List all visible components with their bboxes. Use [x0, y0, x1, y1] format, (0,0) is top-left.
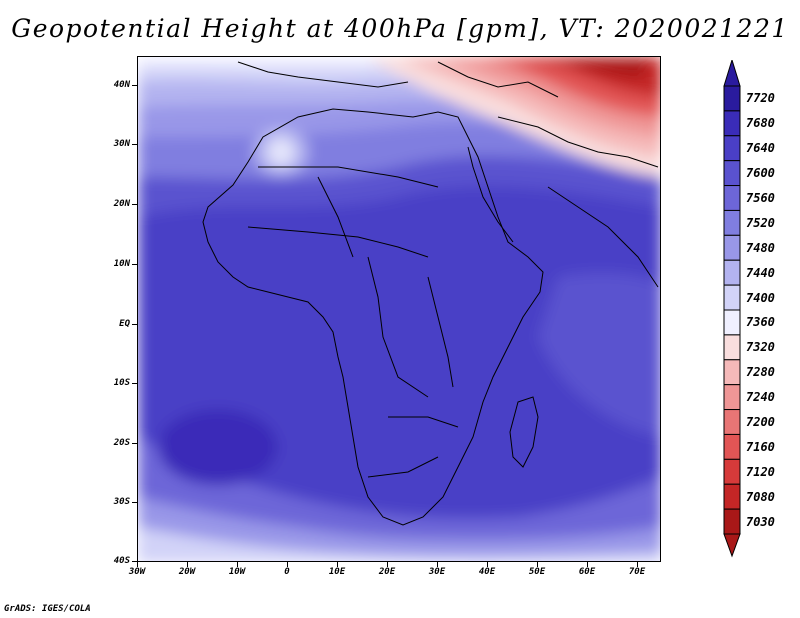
lon-tick: [437, 562, 438, 567]
lon-label-30w: 30W: [128, 567, 146, 577]
colorbar-box: [723, 334, 741, 361]
colorbar-bottom-arrow: [723, 533, 741, 558]
height-field-map: [138, 57, 660, 561]
colorbar-box: [723, 135, 741, 162]
colorbar-label: 7160: [746, 439, 775, 454]
colorbar-label: 7200: [746, 415, 775, 429]
lat-tick: [132, 443, 137, 444]
lon-label-30e: 30E: [428, 567, 446, 577]
lat-tick: [132, 383, 137, 384]
colorbar-label: 7680: [746, 116, 775, 131]
colorbar-label: 7030: [746, 514, 775, 529]
grads-credit: GrADS: IGES/COLA: [4, 604, 91, 614]
colorbar-label: 7360: [746, 315, 775, 330]
lon-tick: [537, 562, 538, 567]
colorbar-label: 7280: [746, 365, 775, 380]
colorbar-label: 7480: [746, 240, 775, 255]
lat-label-20s: 20S: [113, 438, 130, 448]
lat-label-40s: 40S: [113, 556, 130, 566]
lat-label-30s: 30S: [113, 497, 130, 507]
lon-label-50e: 50E: [528, 567, 546, 577]
colorbar-label: 7120: [746, 464, 775, 479]
colorbar-box: [723, 234, 741, 261]
colorbar-label: 7560: [746, 191, 775, 205]
map-title: Geopotential Height at 400hPa [gpm], VT:…: [11, 14, 789, 43]
lon-tick: [187, 562, 188, 567]
colorbar-box: [723, 309, 741, 336]
colorbar-label: 7080: [746, 489, 775, 504]
lon-label-10w: 10W: [228, 567, 246, 577]
coastlines: [202, 61, 659, 526]
colorbar-label: 7520: [746, 215, 775, 230]
lon-label-0: 0: [284, 567, 290, 577]
lat-tick: [132, 144, 137, 145]
colorbar-box: [723, 160, 741, 187]
colorbar-label: 7440: [746, 265, 775, 280]
colorbar-box: [723, 209, 741, 236]
lat-label-20n: 20N: [113, 199, 130, 209]
lon-label-10e: 10E: [328, 567, 346, 577]
colorbar-top-arrow: [723, 60, 741, 87]
lon-tick: [337, 562, 338, 567]
colorbar-label: 7400: [746, 290, 775, 305]
map-panel: [137, 56, 661, 562]
lon-label-20w: 20W: [178, 567, 196, 577]
lon-label-60e: 60E: [578, 567, 596, 577]
colorbar-label: 7240: [746, 390, 775, 405]
lat-tick: [132, 502, 137, 503]
colorbar-box: [723, 110, 741, 137]
colorbar-box: [723, 85, 741, 112]
lon-tick: [137, 562, 138, 567]
lat-label-eq: EQ: [119, 319, 130, 329]
lon-tick: [237, 562, 238, 567]
lon-tick: [637, 562, 638, 567]
colorbar-box: [723, 458, 741, 485]
colorbar-label: 7640: [746, 141, 775, 156]
lon-tick: [587, 562, 588, 567]
lat-tick: [132, 204, 137, 205]
lon-tick: [287, 562, 288, 567]
lon-label-40e: 40E: [478, 567, 496, 577]
colorbar-box: [723, 284, 741, 311]
colorbar-box: [723, 508, 741, 535]
lat-tick: [132, 264, 137, 265]
colorbar-label: 7600: [746, 166, 775, 181]
colorbar-box: [723, 433, 741, 460]
colorbar-box: [723, 384, 741, 411]
colorbar-box: [723, 359, 741, 386]
lon-label-20e: 20E: [378, 567, 396, 577]
lon-label-70e: 70E: [628, 567, 646, 577]
lat-label-40n: 40N: [113, 80, 130, 90]
lat-tick: [132, 85, 137, 86]
colorbar-box: [723, 259, 741, 286]
colorbar: [723, 60, 741, 558]
shaded-field: [138, 57, 660, 561]
colorbar-box: [723, 409, 741, 435]
lat-label-30n: 30N: [113, 139, 130, 149]
lat-label-10s: 10S: [113, 378, 130, 388]
lon-tick: [487, 562, 488, 567]
colorbar-box: [723, 185, 741, 211]
colorbar-box: [723, 483, 741, 510]
lat-tick: [132, 561, 137, 562]
lon-tick: [387, 562, 388, 567]
lat-label-10n: 10N: [113, 259, 130, 269]
lat-tick: [132, 324, 137, 325]
colorbar-label: 7720: [746, 91, 775, 106]
colorbar-label: 7320: [746, 340, 775, 355]
